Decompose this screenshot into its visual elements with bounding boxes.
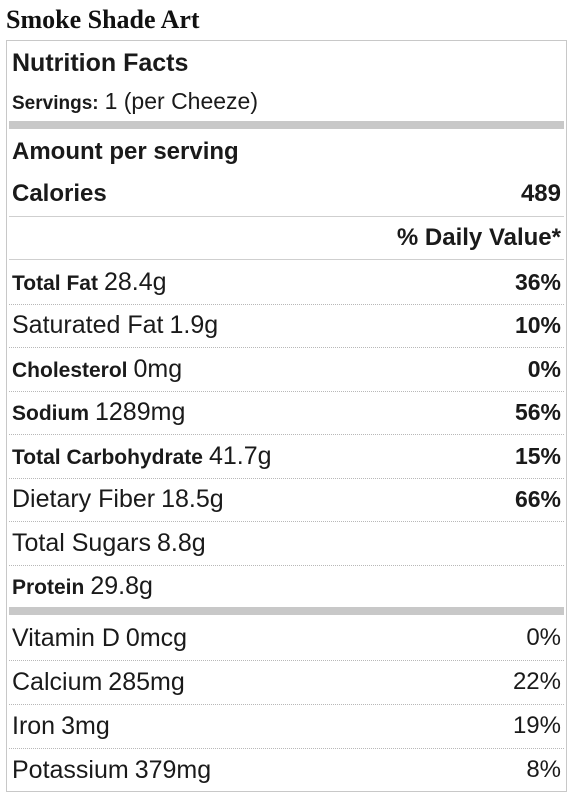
nutrient-amount: 0mg [133, 354, 183, 383]
vitamin-daily-value: 0% [526, 624, 561, 651]
vitamin-divider [9, 704, 564, 705]
nutrient-name: Dietary Fiber [12, 485, 156, 513]
vitamin-name: Potassium [12, 755, 129, 784]
nutrient-name: Sodium [12, 402, 89, 425]
vitamin-divider [9, 748, 564, 749]
nutrient-amount: 29.8g [90, 572, 153, 600]
page-title: Smoke Shade Art [6, 5, 200, 34]
nutrient-amount: 18.5g [161, 485, 224, 513]
servings-row: Servings: 1 (per Cheeze) [12, 83, 561, 119]
vitamin-name-group: Potassium 379mg [12, 756, 211, 785]
servings-label: Servings: [12, 92, 99, 114]
nutrient-name-group: Total Sugars 8.8g [12, 529, 206, 558]
section-divider-vitamins [9, 607, 564, 615]
amount-per-serving: Amount per serving [12, 138, 239, 165]
nutrient-name: Total Fat [12, 271, 98, 295]
daily-value-divider [9, 259, 564, 260]
vitamin-daily-value: 19% [512, 712, 561, 739]
nutrient-amount: 28.4g [103, 267, 167, 296]
nutrient-divider [9, 564, 564, 566]
nutrient-row: Dietary Fiber 18.5g 66% [12, 479, 561, 521]
nutrient-row: Sodium 1289mg 56% [12, 392, 561, 434]
servings-value: 1 (per Cheeze) [104, 87, 259, 114]
nutrient-divider [9, 434, 564, 435]
vitamin-name-group: Vitamin D 0mcg [12, 624, 187, 653]
nutrient-divider [9, 303, 564, 305]
nutrient-daily-value: 66% [514, 486, 561, 512]
vitamin-row: Vitamin D 0mcg 0% [12, 617, 561, 659]
vitamin-name: Calcium [12, 667, 103, 696]
nutrient-divider [9, 477, 564, 479]
nutrient-name: Saturated Fat [12, 311, 164, 339]
nutrient-row: Protein 29.8g [12, 566, 561, 608]
vitamin-row: Iron 3mg 19% [12, 705, 561, 747]
nutrient-amount: 41.7g [208, 441, 272, 470]
vitamin-amount: 3mg [61, 711, 110, 740]
nutrient-name-group: Total Fat 28.4g [12, 268, 167, 297]
calories-row: Calories 489 [12, 175, 561, 213]
nutrient-row: Total Carbohydrate 41.7g 15% [12, 435, 561, 477]
nutrient-amount: 8.8g [156, 528, 206, 557]
nutrition-facts-panel: Nutrition Facts Servings: 1 (per Cheeze)… [6, 40, 567, 792]
nutrient-row: Saturated Fat 1.9g 10% [12, 305, 561, 347]
nutrient-row: Total Fat 28.4g 36% [12, 261, 561, 303]
calories-value: 489 [520, 180, 561, 207]
nutrient-daily-value: 56% [514, 399, 561, 425]
calories-divider [9, 216, 564, 217]
vitamin-amount: 285mg [108, 667, 185, 696]
nutrient-divider [9, 347, 564, 348]
nutrient-name: Total Carbohydrate [12, 445, 203, 469]
nutrient-name: Total Sugars [12, 528, 151, 557]
vitamin-name-group: Iron 3mg [12, 712, 110, 741]
vitamin-name: Vitamin D [12, 623, 120, 652]
nutrient-name-group: Sodium 1289mg [12, 398, 185, 427]
section-divider-top [9, 121, 564, 129]
nutrient-amount: 1.9g [169, 311, 219, 339]
vitamin-name: Iron [12, 711, 56, 740]
nutrient-daily-value: 36% [514, 268, 561, 295]
nutrient-name-group: Total Carbohydrate 41.7g [12, 442, 272, 471]
vitamin-amount: 0mcg [125, 623, 188, 652]
nutrient-daily-value: 15% [514, 442, 561, 469]
nutrient-name-group: Cholesterol 0mg [12, 355, 182, 384]
vitamin-amount: 379mg [134, 755, 212, 784]
vitamin-daily-value: 22% [512, 668, 561, 695]
nutrient-name: Cholesterol [12, 358, 128, 382]
daily-value-header: % Daily Value* [396, 224, 561, 251]
nutrient-row: Cholesterol 0mg 0% [12, 348, 561, 390]
nutrient-daily-value: 0% [527, 355, 561, 382]
nutrient-name: Protein [12, 576, 85, 599]
nutrient-amount: 1289mg [95, 398, 186, 426]
calories-label: Calories [12, 180, 107, 207]
vitamin-divider [9, 660, 564, 661]
nutrient-divider [9, 521, 564, 522]
nutrient-name-group: Dietary Fiber 18.5g [12, 485, 224, 514]
vitamin-name-group: Calcium 285mg [12, 668, 185, 697]
nutrient-divider [9, 390, 564, 392]
vitamin-row: Potassium 379mg 8% [12, 749, 561, 791]
nutrient-name-group: Protein 29.8g [12, 572, 153, 601]
nutrient-daily-value: 10% [514, 312, 561, 338]
nutrient-name-group: Saturated Fat 1.9g [12, 311, 218, 340]
vitamin-daily-value: 8% [526, 756, 561, 783]
nutrient-row: Total Sugars 8.8g [12, 522, 561, 564]
vitamin-row: Calcium 285mg 22% [12, 661, 561, 703]
nutrition-facts-heading: Nutrition Facts [12, 48, 189, 77]
